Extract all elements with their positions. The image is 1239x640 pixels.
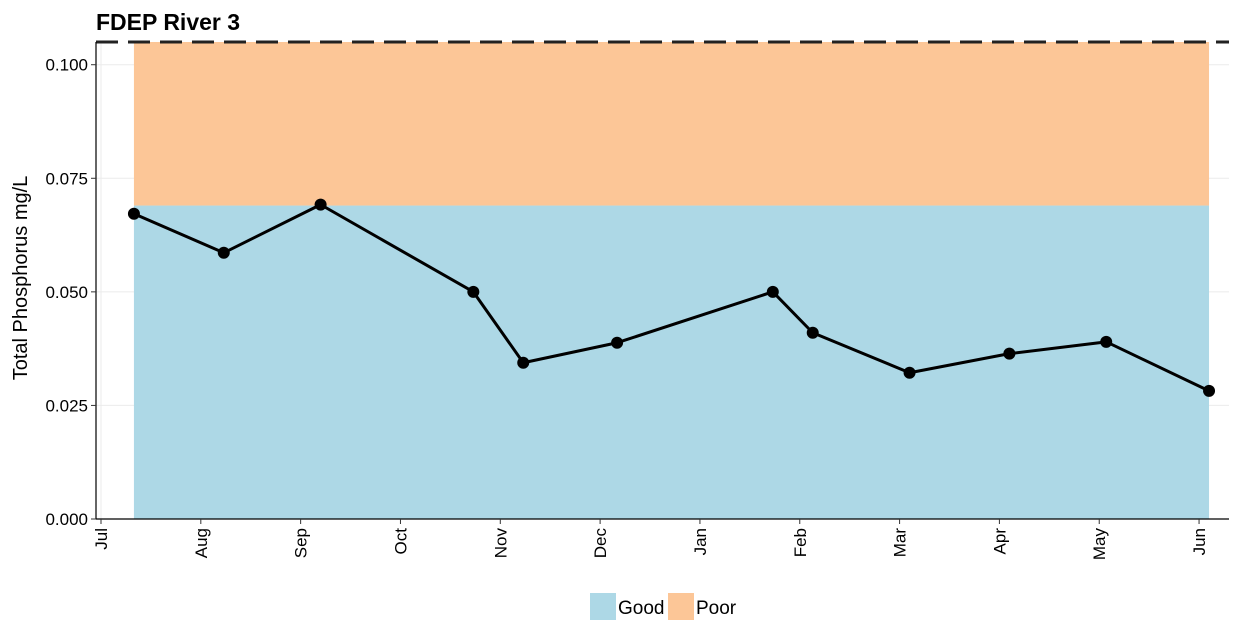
x-tick-label: May [1090, 528, 1109, 561]
data-point [1203, 384, 1216, 397]
x-tick-label: Sep [292, 528, 311, 558]
x-tick-label: Mar [891, 528, 910, 558]
data-point [127, 207, 140, 220]
legend-label-good: Good [618, 598, 664, 619]
x-tick-label: Jan [691, 528, 710, 555]
x-tick-label: Apr [990, 528, 1009, 555]
data-point [1100, 335, 1113, 348]
data-series [127, 198, 1216, 397]
series-line [133, 203, 1210, 393]
legend: Good Poor [590, 593, 737, 620]
x-tick-label: Feb [791, 528, 810, 557]
data-point [314, 198, 327, 211]
legend-label-poor: Poor [696, 598, 737, 619]
y-tick-label: 0.025 [45, 396, 88, 415]
x-tick-label: Oct [391, 528, 410, 555]
chart-title: FDEP River 3 [96, 9, 240, 35]
data-point [806, 326, 819, 339]
data-point [1003, 347, 1016, 360]
data-point [217, 246, 230, 259]
y-tick-label: 0.075 [45, 169, 88, 188]
data-point [611, 336, 624, 349]
x-axis-ticks: Jul Aug Sep Oct Nov Dec Jan Feb Mar Apr May Jun [92, 519, 1209, 560]
x-tick-label: Jul [92, 528, 111, 550]
x-tick-label: Nov [491, 528, 510, 559]
band-poor [133, 42, 1210, 206]
y-tick-label: 0.000 [45, 510, 88, 529]
y-tick-label: 0.100 [45, 56, 88, 75]
data-point [766, 285, 779, 298]
data-point [517, 356, 530, 369]
x-tick-label: Jun [1190, 528, 1209, 555]
y-tick-label: 0.050 [45, 283, 88, 302]
legend-swatch-poor [668, 593, 694, 620]
data-point [903, 366, 916, 379]
x-tick-label: Dec [591, 528, 610, 559]
y-axis-label: Total Phosphorus mg/L [10, 176, 32, 381]
axes [95, 42, 1229, 520]
legend-swatch-good [590, 593, 616, 620]
x-tick-label: Aug [192, 528, 211, 558]
band-good [133, 205, 1210, 520]
y-axis-ticks: 0.000 0.025 0.050 0.075 0.100 [45, 56, 96, 529]
threshold-bands [133, 42, 1210, 520]
data-point [467, 285, 480, 298]
